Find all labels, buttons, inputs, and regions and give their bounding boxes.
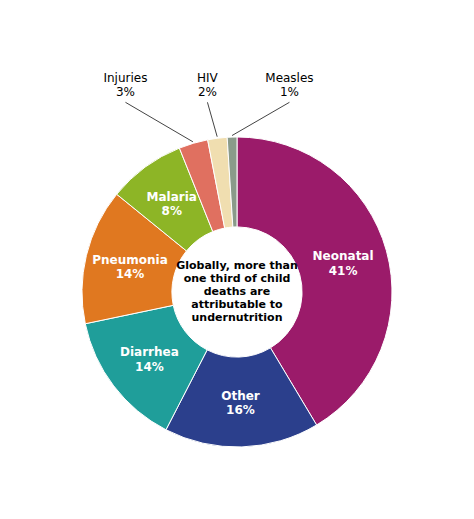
center-text-line: Globally, more than — [176, 259, 298, 272]
data-label: HIV2% — [197, 71, 219, 99]
slice-value: 2% — [198, 85, 217, 99]
slice-name: Pneumonia — [92, 253, 168, 267]
leader-line — [232, 102, 289, 135]
data-label: Other16% — [221, 389, 260, 417]
slice-value: 3% — [116, 85, 135, 99]
slice-name: Injuries — [103, 71, 147, 85]
center-text-line: one third of child — [184, 272, 291, 285]
slice-name: Malaria — [147, 190, 197, 204]
data-label: Malaria8% — [147, 190, 197, 218]
data-label: Injuries3% — [103, 71, 147, 99]
slice-value: 41% — [329, 264, 358, 278]
slice — [227, 137, 237, 227]
slices — [82, 137, 392, 447]
slice-name: Neonatal — [313, 249, 374, 263]
labels: Neonatal41%Other16%Diarrhea14%Pneumonia1… — [92, 71, 373, 417]
slice-value: 8% — [162, 204, 182, 218]
center-text-line: undernutrition — [192, 311, 283, 324]
slice-value: 16% — [226, 403, 255, 417]
slice-name: Other — [221, 389, 260, 403]
data-label: Measles1% — [265, 71, 313, 99]
leader-line — [207, 102, 217, 136]
slice-name: Measles — [265, 71, 313, 85]
slice-value: 14% — [116, 267, 145, 281]
data-label: Diarrhea14% — [120, 345, 179, 373]
slice-name: Diarrhea — [120, 345, 179, 359]
leader-line — [125, 102, 192, 141]
slice-value: 14% — [135, 360, 164, 374]
center-text-line: attributable to — [191, 298, 283, 311]
data-label: Neonatal41% — [313, 249, 374, 277]
chart: Neonatal41%Other16%Diarrhea14%Pneumonia1… — [0, 0, 474, 519]
center-text-line: deaths are — [204, 285, 271, 298]
slice-value: 1% — [280, 85, 299, 99]
center-text: Globally, more thanone third of childdea… — [176, 259, 298, 324]
slice — [82, 194, 186, 323]
data-label: Pneumonia14% — [92, 253, 168, 281]
slice-name: HIV — [197, 71, 219, 85]
slice — [85, 305, 207, 429]
